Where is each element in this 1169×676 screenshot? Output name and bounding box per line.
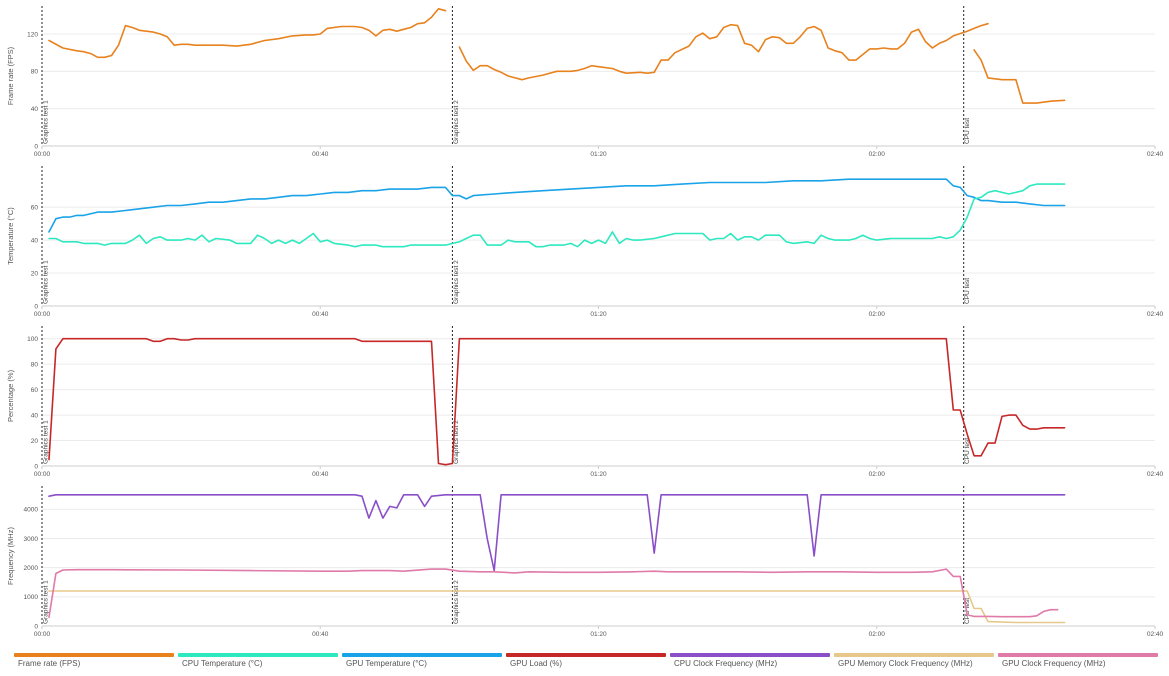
x-tick-label: 02:40 — [1147, 151, 1164, 158]
y-tick-label: 40 — [31, 237, 39, 244]
chart-legend: Frame rate (FPS) CPU Temperature (°C) GP… — [0, 650, 1169, 676]
legend-label: CPU Clock Frequency (MHz) — [674, 659, 778, 668]
legend-swatch — [670, 653, 830, 657]
series-line-fps — [48, 8, 447, 59]
y-tick-label: 20 — [31, 270, 39, 277]
series-line-cpu-temp — [48, 183, 1066, 248]
legend-label: GPU Load (%) — [510, 659, 563, 668]
legend-swatch — [342, 653, 502, 657]
series-line-gpu-load — [48, 337, 1066, 466]
x-tick-label: 00:00 — [34, 471, 51, 478]
legend-label: GPU Temperature (°C) — [346, 659, 427, 668]
section-marker-label: CPU test — [964, 438, 971, 464]
section-marker-label: Graphics test 2 — [453, 580, 460, 624]
section-marker-label: Graphics test 1 — [43, 580, 50, 624]
x-tick-label: 00:40 — [312, 631, 329, 638]
section-marker-label: Graphics test 1 — [43, 100, 50, 144]
section-marker-label: CPU test — [964, 598, 971, 624]
legend-item-gpu-load[interactable]: GPU Load (%) — [506, 650, 666, 676]
y-tick-label: 80 — [31, 361, 39, 368]
section-marker-label: Graphics test 1 — [43, 420, 50, 464]
y-axis-label: Frame rate (FPS) — [6, 46, 15, 105]
y-tick-label: 0 — [34, 143, 38, 150]
series-line-gpu-temp — [48, 178, 1066, 233]
y-tick-label: 3000 — [24, 536, 39, 543]
series-line-fps — [458, 22, 989, 81]
legend-swatch — [178, 653, 338, 657]
legend-item-gpu-clock[interactable]: GPU Clock Frequency (MHz) — [998, 650, 1158, 676]
x-tick-label: 00:40 — [312, 471, 329, 478]
y-tick-label: 0 — [34, 303, 38, 310]
legend-item-cpu-temperature[interactable]: CPU Temperature (°C) — [178, 650, 338, 676]
x-tick-label: 02:40 — [1147, 631, 1164, 638]
y-tick-label: 60 — [31, 387, 39, 394]
x-tick-label: 01:20 — [590, 631, 607, 638]
x-tick-label: 02:00 — [869, 151, 886, 158]
x-tick-label: 00:00 — [34, 311, 51, 318]
y-tick-label: 0 — [34, 463, 38, 470]
legend-item-fps[interactable]: Frame rate (FPS) — [14, 650, 174, 676]
y-tick-label: 40 — [31, 106, 39, 113]
y-tick-label: 40 — [31, 412, 39, 419]
x-tick-label: 02:00 — [869, 311, 886, 318]
series-line-mem-clock — [48, 590, 1066, 624]
x-tick-label: 00:40 — [312, 311, 329, 318]
x-tick-label: 02:40 — [1147, 311, 1164, 318]
y-tick-label: 120 — [27, 31, 38, 38]
legend-swatch — [14, 653, 174, 657]
series-line-cpu-clock — [48, 493, 1066, 572]
y-tick-label: 1000 — [24, 594, 39, 601]
x-tick-label: 02:00 — [869, 631, 886, 638]
x-tick-label: 00:00 — [34, 151, 51, 158]
y-tick-label: 2000 — [24, 565, 39, 572]
section-marker-label: Graphics test 2 — [453, 420, 460, 464]
x-tick-label: 02:00 — [869, 471, 886, 478]
legend-label: Frame rate (FPS) — [18, 659, 81, 668]
section-marker-label: Graphics test 1 — [43, 260, 50, 304]
section-marker-label: CPU test — [964, 278, 971, 304]
x-tick-label: 02:40 — [1147, 471, 1164, 478]
legend-label: GPU Clock Frequency (MHz) — [1002, 659, 1106, 668]
y-tick-label: 4000 — [24, 507, 39, 514]
y-tick-label: 100 — [27, 336, 38, 343]
chart-canvas: 0 40 80 120 00:00 00:40 01:20 02:00 02:40 Frame r… — [6, 6, 1164, 638]
y-tick-label: 20 — [31, 438, 39, 445]
legend-swatch — [506, 653, 666, 657]
y-axis-label: Percentage (%) — [6, 369, 15, 422]
y-axis-label: Temperature (°C) — [6, 207, 15, 265]
legend-label: CPU Temperature (°C) — [182, 659, 263, 668]
section-marker-label: Graphics test 2 — [453, 260, 460, 304]
series-line-gpu-clock — [48, 568, 1059, 619]
section-marker-label: Graphics test 2 — [453, 100, 460, 144]
legend-item-cpu-clock[interactable]: CPU Clock Frequency (MHz) — [670, 650, 830, 676]
legend-label: GPU Memory Clock Frequency (MHz) — [838, 659, 973, 668]
legend-swatch — [834, 653, 994, 657]
x-tick-label: 01:20 — [590, 471, 607, 478]
x-tick-label: 00:00 — [34, 631, 51, 638]
y-tick-label: 60 — [31, 204, 39, 211]
legend-swatch — [998, 653, 1158, 657]
y-axis-label: Frequency (MHz) — [6, 527, 15, 585]
x-tick-label: 01:20 — [590, 151, 607, 158]
y-tick-label: 80 — [31, 69, 39, 76]
legend-item-gpu-temperature[interactable]: GPU Temperature (°C) — [342, 650, 502, 676]
section-marker-label: CPU test — [964, 118, 971, 144]
y-tick-label: 0 — [34, 623, 38, 630]
legend-item-gpu-memory-clock[interactable]: GPU Memory Clock Frequency (MHz) — [834, 650, 994, 676]
x-tick-label: 01:20 — [590, 311, 607, 318]
series-line-fps — [973, 49, 1066, 104]
x-tick-label: 00:40 — [312, 151, 329, 158]
